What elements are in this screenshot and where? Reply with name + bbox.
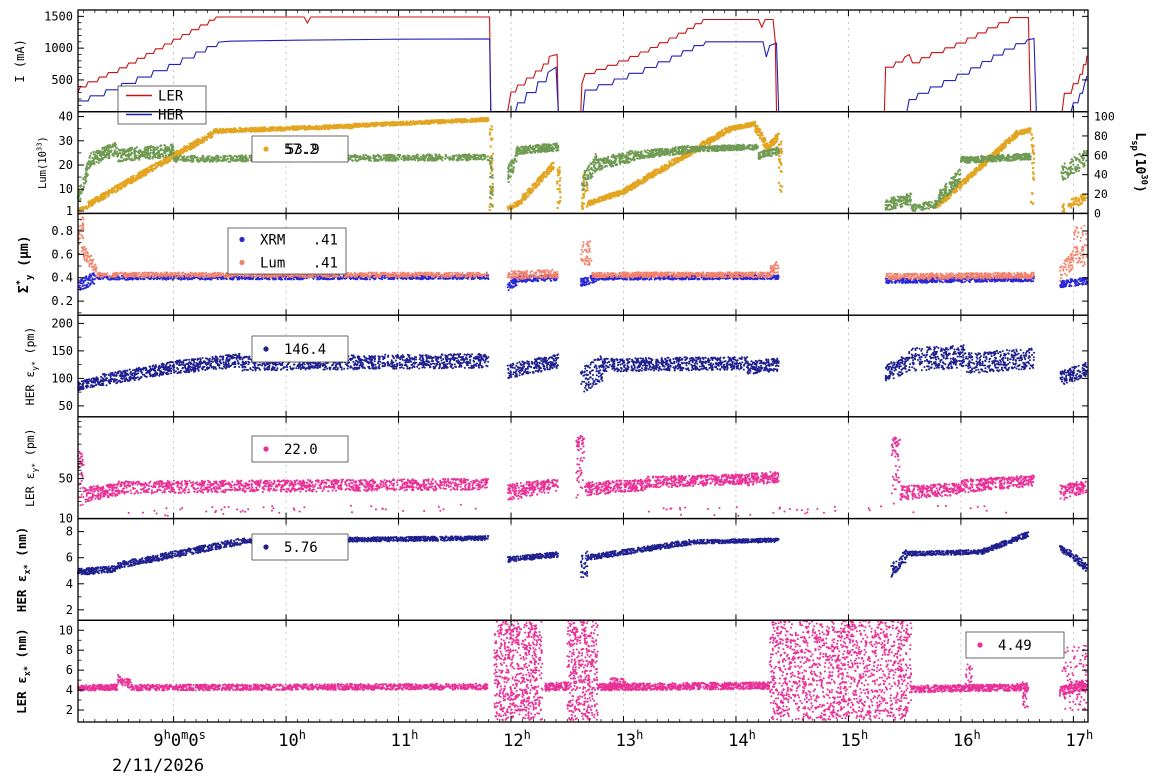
svg-text:Lsp(1030): Lsp(1030) (1129, 132, 1148, 192)
series-LER eps-x (77, 619, 1088, 721)
ytick-label: 200 (51, 316, 73, 330)
ytick-label: 30 (59, 134, 73, 148)
series-HER eps-x (77, 531, 1088, 579)
series-HER (78, 37, 1088, 113)
legend-label: LER (158, 89, 184, 105)
x-axis-labels: 9h0m0s 10h 11h 12h 13h 14h 15h 16h 17h (153, 728, 1093, 751)
legend-sigma-y: XRM .41 Lum .41 (227, 227, 347, 275)
right-ytick-label: 100 (1094, 110, 1115, 124)
ytick-label: 10 (59, 182, 73, 196)
legend-luminosity: 53.957.2 (251, 135, 349, 163)
legend-value: 146.4 (284, 342, 326, 358)
ytick-label: 100 (51, 371, 73, 385)
ytick-label: 0.8 (51, 224, 73, 238)
svg-text:13h: 13h (616, 728, 644, 751)
panel-ler-eps-x: 10 8 6 4 2 LER εx* (nm) 4.49 (14, 619, 1089, 723)
legend-value: 5.76 (284, 540, 318, 556)
legend-value: 4.49 (998, 638, 1032, 654)
ytick-label: 1000 (44, 41, 73, 55)
axis-title-ler-eps-y: LER εy* (pm) (23, 428, 39, 507)
legend-ler-eps-x: 4.49 (965, 631, 1065, 659)
axis-title-ler-eps-x: LER εx* (nm) (14, 628, 33, 714)
ytick-label: 10 (59, 623, 73, 637)
ytick-label: 50 (59, 399, 73, 413)
date-label: 2/11/2026 (112, 756, 205, 776)
legend-value: Lum (260, 256, 285, 272)
ytick-label: 50 (59, 472, 73, 486)
legend-entry-value: .41 (313, 233, 338, 249)
svg-text:LER εy* (pm): LER εy* (pm) (23, 428, 39, 507)
ytick-label: 0.4 (51, 271, 73, 285)
right-ytick-label: 20 (1094, 187, 1108, 201)
series-HER eps-y (77, 344, 1088, 393)
svg-text:LER εx* (nm): LER εx* (nm) (14, 628, 33, 714)
legend-value: 22.0 (284, 442, 318, 458)
legend-value: 57.2 (284, 142, 318, 158)
axis-title-beam-current: I (mA) (13, 39, 27, 82)
axis-title-luminosity: Lum(1033) (35, 136, 49, 189)
ytick-label: 20 (59, 158, 73, 172)
axis-title-her-eps-y: HER εy* (pm) (23, 327, 39, 406)
ytick-label: 4 (66, 683, 73, 697)
svg-text:HER εy* (pm): HER εy* (pm) (23, 327, 39, 406)
axis-title-her-eps-x: HER εx* (nm) (14, 527, 33, 613)
right-ytick-label: 40 (1094, 168, 1108, 182)
panel-her-eps-x: 8 6 4 2 HER εx* (nm) 5.76 (14, 517, 1089, 621)
ytick-label: 0.2 (51, 294, 73, 308)
svg-text:11h: 11h (391, 728, 419, 751)
ytick-label: 1 (66, 204, 73, 218)
ytick-label: 500 (51, 73, 73, 87)
legend-her-eps-x: 5.76 (251, 533, 349, 561)
svg-text:I (mA): I (mA) (13, 39, 27, 82)
ytick-label: 0.6 (51, 247, 73, 261)
series-LER eps-y (77, 434, 1088, 517)
right-axis-title: Lsp(1030) (1129, 132, 1148, 192)
ytick-label: 4 (66, 577, 73, 591)
legend-entry-value: .41 (313, 256, 338, 272)
axis-title-sigma-y: Σ*y (μm) (16, 235, 35, 293)
panel-beam-current: 500 1000 1500 I (mA) LER HER (13, 9, 1089, 125)
svg-text:12h: 12h (503, 728, 531, 751)
svg-text:16h: 16h (953, 728, 981, 751)
ytick-label: 40 (59, 110, 73, 124)
svg-text:15h: 15h (841, 728, 869, 751)
ytick-label: 2 (66, 603, 73, 617)
right-ytick-label: 0 (1094, 206, 1101, 220)
series-Lsp (77, 141, 1088, 212)
ytick-label: 6 (66, 551, 73, 565)
legend-value: XRM (260, 233, 285, 249)
ytick-label: 6 (66, 663, 73, 677)
legend-her-eps-y: 146.4 (251, 335, 349, 363)
svg-text:10h: 10h (278, 728, 306, 751)
right-ytick-label: 60 (1094, 148, 1108, 162)
panel-sigma-y: 0.8 0.6 0.4 0.2 Σ*y (μm) XRM .41 Lum .41 (16, 212, 1089, 316)
svg-text:Σ*y (μm): Σ*y (μm) (16, 235, 35, 293)
series-LER (77, 16, 1088, 113)
panel-her-eps-y: 200 150 100 50 HER εy* (pm) 146.4 (23, 314, 1089, 418)
ytick-label: 10 (59, 512, 73, 526)
svg-text:9h0m0s: 9h0m0s (153, 728, 205, 751)
legend-beam-current: LER HER (117, 85, 207, 125)
ytick-label: 8 (66, 643, 73, 657)
legend-ghost-value: 53.9 (286, 142, 320, 158)
svg-text:Lum(1033): Lum(1033) (35, 136, 49, 189)
right-ytick-label: 80 (1094, 129, 1108, 143)
ytick-label: 8 (66, 525, 73, 539)
legend-ler-eps-y: 22.0 (251, 435, 349, 463)
series-Lum (77, 212, 1088, 282)
svg-text:17h: 17h (1066, 728, 1094, 751)
svg-text:14h: 14h (728, 728, 756, 751)
ytick-label: 2 (66, 703, 73, 717)
panel-ler-eps-y: 50 10 LER εy* (pm) 22.0 (23, 416, 1089, 526)
ytick-label: 1500 (44, 9, 73, 23)
series-Lum (77, 116, 1088, 214)
ytick-label: 150 (51, 344, 73, 358)
svg-text:HER εx* (nm): HER εx* (nm) (14, 527, 33, 613)
legend-label: HER (158, 108, 184, 124)
